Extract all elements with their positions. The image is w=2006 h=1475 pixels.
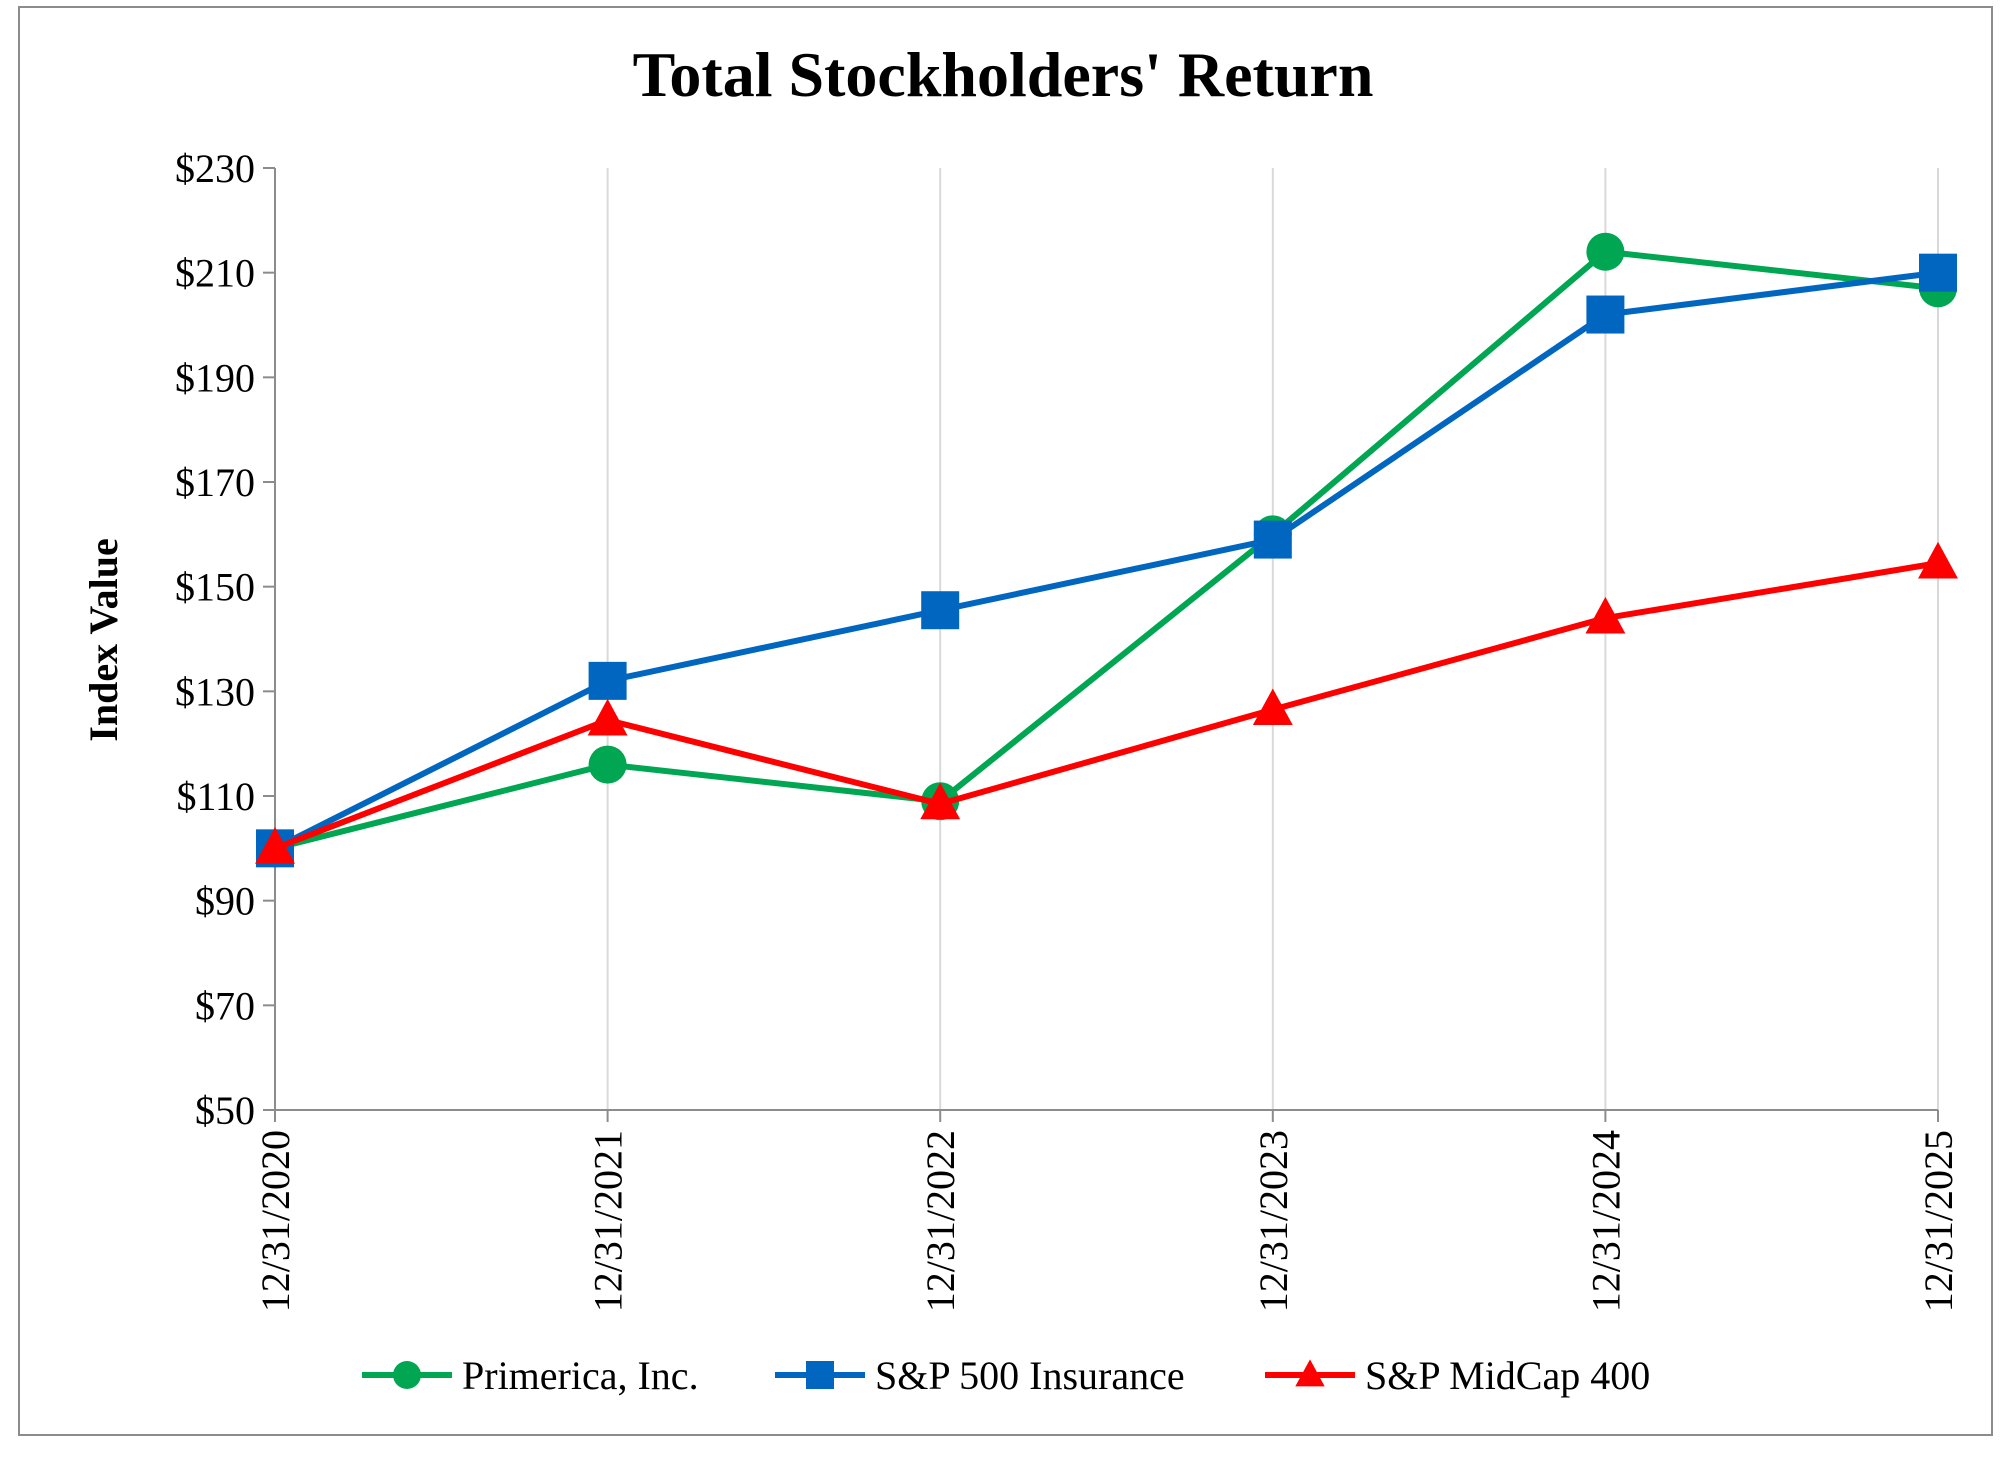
x-tick-label: 12/31/2024 — [1583, 1130, 1628, 1312]
y-tick-labels: $50 $70 $90 $110 $130 $150 $170 $190 $210 $230 — [175, 146, 255, 1133]
legend-item-0: Primerica, Inc. — [362, 1353, 699, 1398]
chart-frame — [18, 6, 1993, 1436]
legend-label: S&P MidCap 400 — [1365, 1353, 1650, 1398]
data-point — [255, 827, 295, 864]
data-point — [588, 745, 627, 784]
y-tick-label: $90 — [195, 879, 255, 924]
gridlines — [606, 168, 1939, 1110]
series-line — [273, 269, 1939, 852]
series-group — [255, 232, 1958, 868]
legend-label: S&P 500 Insurance — [875, 1353, 1185, 1398]
series-line — [273, 560, 1939, 852]
legend: Primerica, Inc. S&P 500 Insurance S&P MidC… — [362, 1353, 1650, 1398]
y-tick-label: $130 — [175, 669, 255, 714]
legend-item-1: S&P 500 Insurance — [775, 1353, 1185, 1398]
data-point — [1252, 688, 1293, 726]
y-tick-label: $210 — [175, 251, 255, 296]
x-tick-labels: 12/31/2020 12/31/2021 12/31/2022 12/31/2023… — [253, 1130, 1961, 1312]
data-point — [587, 698, 628, 736]
data-point — [1585, 596, 1626, 634]
x-tick-label: 12/31/2021 — [586, 1130, 631, 1312]
legend-marker — [393, 1361, 421, 1389]
y-tick-label: $150 — [175, 565, 255, 610]
series-line — [274, 248, 1939, 852]
axes — [263, 167, 1939, 1122]
y-tick-label: $230 — [175, 146, 255, 191]
x-tick-label: 12/31/2023 — [1251, 1130, 1296, 1312]
series-1 — [256, 253, 1957, 868]
legend-item-2: S&P MidCap 400 — [1265, 1353, 1650, 1398]
data-point — [1253, 520, 1292, 559]
data-point — [920, 782, 961, 820]
y-tick-label: $190 — [175, 355, 255, 400]
data-point — [1919, 253, 1957, 292]
y-tick-label: $50 — [195, 1088, 255, 1133]
data-point — [1918, 541, 1958, 579]
y-tick-label: $110 — [176, 774, 255, 819]
data-point — [588, 661, 627, 700]
legend-label: Primerica, Inc. — [462, 1353, 699, 1398]
y-tick-label: $70 — [195, 983, 255, 1028]
series-2 — [255, 541, 1958, 864]
data-point — [921, 591, 960, 630]
chart-title: Total Stockholders' Return — [633, 39, 1374, 110]
y-axis-label: Index Value — [81, 538, 126, 741]
legend-marker — [1295, 1359, 1325, 1387]
legend-marker — [806, 1361, 834, 1389]
data-point — [1586, 232, 1625, 271]
x-tick-label: 12/31/2022 — [918, 1130, 963, 1312]
y-tick-label: $170 — [175, 460, 255, 505]
series-0 — [256, 232, 1957, 868]
data-point — [1586, 295, 1625, 334]
x-tick-label: 12/31/2020 — [253, 1130, 298, 1312]
x-tick-label: 12/31/2025 — [1916, 1130, 1961, 1312]
